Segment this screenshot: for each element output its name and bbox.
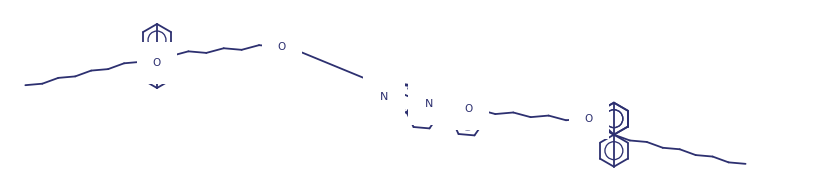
Text: O: O	[152, 58, 161, 68]
Text: O: O	[584, 114, 592, 124]
Text: N: N	[379, 92, 387, 102]
Text: O: O	[278, 42, 286, 52]
Text: N: N	[424, 99, 432, 109]
Text: O: O	[464, 104, 473, 114]
